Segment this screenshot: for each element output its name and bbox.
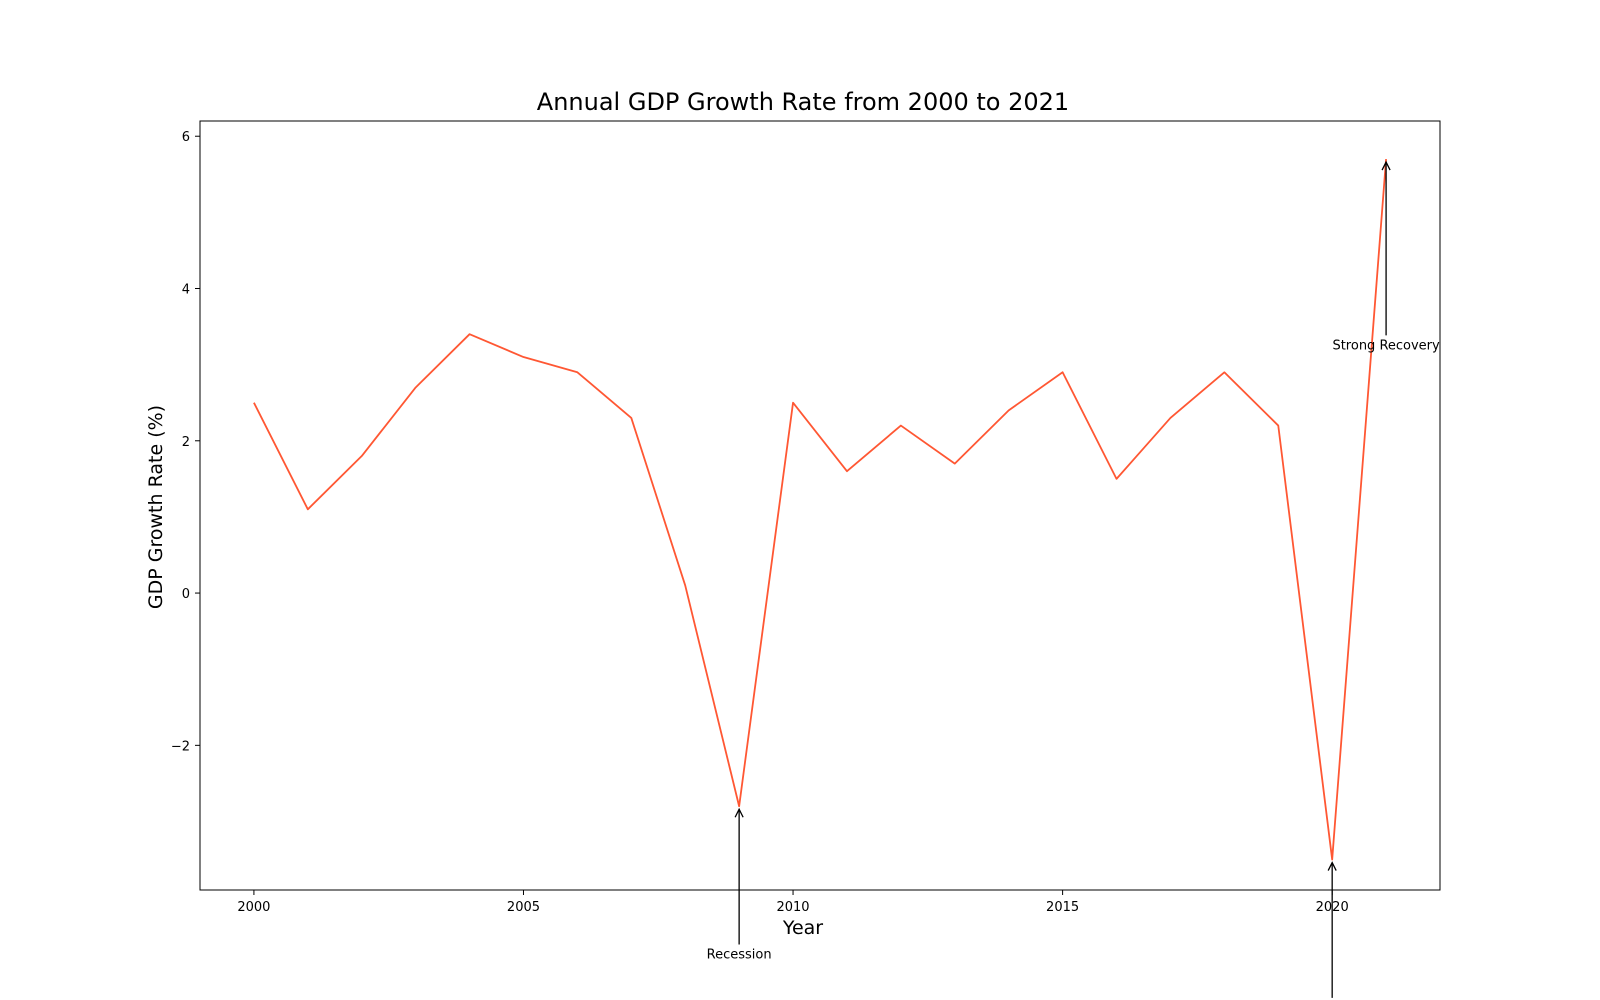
data-point-2001 — [306, 507, 310, 511]
data-point-2010 — [791, 401, 795, 405]
annotation-label-strong-recovery: Strong Recovery — [1332, 338, 1440, 353]
y-tick-label-2: 2 — [182, 435, 190, 450]
annotation-covid-19-impact: COVID-19 Impact — [1327, 861, 1337, 998]
annotation-arrow-head-0 — [734, 807, 744, 818]
data-point-2021 — [1384, 157, 1388, 161]
annotation-label-recession: Recession — [707, 948, 772, 963]
data-point-2019 — [1276, 424, 1280, 428]
y-axis-label: GDP Growth Rate (%) — [145, 405, 167, 609]
data-point-2014 — [1007, 408, 1011, 412]
data-point-2012 — [899, 424, 903, 428]
annotation-arrow-head-1 — [1327, 861, 1337, 871]
data-point-2011 — [845, 469, 849, 473]
x-axis-label: Year — [782, 917, 823, 939]
annotation-strong-recovery: Strong Recovery — [1332, 160, 1440, 353]
data-point-2008 — [683, 583, 687, 587]
data-point-2004 — [468, 332, 472, 336]
x-tick-label-2000: 2000 — [237, 900, 270, 915]
plot-frame — [199, 120, 1441, 891]
x-tick-label-2015: 2015 — [1046, 900, 1079, 915]
data-point-2005 — [521, 355, 525, 359]
gdp-series-line — [253, 159, 1387, 861]
x-tick-label-2010: 2010 — [776, 900, 809, 915]
data-point-2016 — [1115, 477, 1119, 481]
data-point-2003 — [414, 385, 418, 389]
y-tick-label-1: 0 — [182, 587, 190, 602]
data-point-2006 — [575, 370, 579, 374]
data-point-2017 — [1168, 416, 1172, 420]
annotations: Recession COVID-19 Impact Strong Recovery — [707, 160, 1440, 998]
annotation-recession: Recession — [707, 807, 772, 963]
data-point-2007 — [629, 416, 633, 420]
data-point-2002 — [360, 454, 364, 458]
y-tick-label-3: 4 — [182, 283, 190, 298]
data-point-2000 — [252, 401, 256, 405]
x-tick-label-2005: 2005 — [507, 900, 540, 915]
data-point-2018 — [1222, 370, 1226, 374]
annotation-arrow-head-2 — [1381, 160, 1391, 171]
y-tick-label-0: −2 — [171, 739, 190, 754]
chart-title: Annual GDP Growth Rate from 2000 to 2021 — [537, 88, 1069, 116]
data-point-2020 — [1330, 858, 1334, 862]
data-point-2013 — [953, 462, 957, 466]
data-point-2009 — [737, 804, 741, 808]
y-tick-label-4: 6 — [182, 130, 190, 145]
data-point-2015 — [1061, 370, 1065, 374]
